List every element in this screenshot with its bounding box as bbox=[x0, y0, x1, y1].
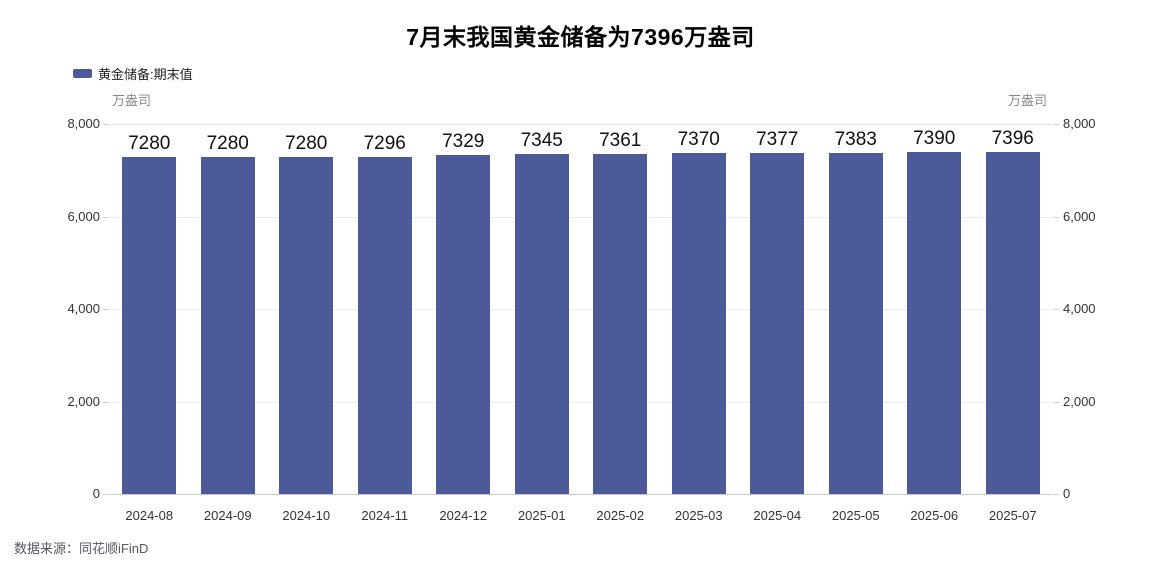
x-axis-label-2024-12: 2024-12 bbox=[439, 508, 488, 523]
y-axis-label-right-8000: 8,000 bbox=[1063, 116, 1096, 131]
bar-2025-03 bbox=[671, 153, 726, 494]
legend-label: 黄金储备:期末值 bbox=[98, 67, 193, 82]
bar-2024-08 bbox=[122, 157, 177, 494]
bar-value-label-2025-04: 7377 bbox=[756, 128, 799, 150]
bar-value-label-2025-05: 7383 bbox=[834, 128, 877, 150]
plot-area: 7280 2024-08 7280 2024-09 7280 2024-10 7296 202… bbox=[110, 124, 1052, 523]
bar-value-label-2025-02: 7361 bbox=[599, 129, 642, 151]
tick-left-8000 bbox=[103, 124, 109, 125]
bar-value-label-2024-08: 7280 bbox=[128, 133, 171, 155]
x-axis-label-2025-04: 2025-04 bbox=[753, 508, 802, 523]
y-axis-label-left-6000: 6,000 bbox=[67, 208, 100, 224]
y-axis-unit-right: 万盎司 bbox=[1008, 93, 1048, 108]
bar-value-label-2024-11: 7296 bbox=[363, 132, 406, 154]
legend-item-gold-reserves[interactable]: 黄金储备:期末值 bbox=[73, 64, 193, 83]
y-axis-label-right-6000: 6,000 bbox=[1063, 208, 1096, 224]
bar-value-label-2024-10: 7280 bbox=[285, 133, 328, 155]
bar-2024-11 bbox=[357, 156, 412, 494]
gridline-4000 bbox=[110, 309, 1052, 310]
x-axis-label-2024-10: 2024-10 bbox=[282, 508, 331, 523]
x-axis-label-2025-06: 2025-06 bbox=[910, 508, 959, 523]
x-axis-line bbox=[110, 494, 1052, 495]
y-axis-unit-left: 万盎司 bbox=[112, 93, 152, 108]
bar-2025-02 bbox=[593, 153, 648, 494]
tick-left-6000 bbox=[103, 216, 109, 218]
x-axis-label-2025-02: 2025-02 bbox=[596, 508, 645, 523]
bar-2025-04 bbox=[750, 152, 805, 494]
x-axis-label-2025-07: 2025-07 bbox=[988, 508, 1037, 523]
y-axis-label-left-4000: 4,000 bbox=[67, 301, 100, 316]
bar-2024-12 bbox=[436, 155, 491, 494]
x-axis-label-2025-03: 2025-03 bbox=[674, 508, 723, 523]
bar-2025-05 bbox=[828, 152, 883, 494]
bar-value-label-2025-06: 7390 bbox=[913, 128, 956, 150]
y-axis-label-left-0: 0 bbox=[92, 486, 100, 501]
legend-swatch-icon bbox=[73, 69, 92, 78]
tick-left-0 bbox=[103, 494, 109, 495]
tick-right-6000 bbox=[1053, 216, 1059, 218]
gridline-2000 bbox=[110, 401, 1052, 403]
tick-left-4000 bbox=[103, 309, 109, 310]
bar-2024-09 bbox=[200, 157, 255, 494]
gridline-8000 bbox=[110, 124, 1052, 125]
chart-title: 7月末我国黄金储备为7396万盎司 bbox=[406, 24, 755, 50]
bar-2025-07 bbox=[985, 151, 1040, 494]
data-source: 数据来源：同花顺iFinD bbox=[14, 541, 149, 556]
y-axis-label-left-8000: 8,000 bbox=[67, 116, 100, 131]
y-axis-label-right-2000: 2,000 bbox=[1063, 393, 1096, 409]
bar-2024-10 bbox=[279, 157, 334, 494]
bar-value-label-2025-07: 7396 bbox=[991, 127, 1034, 149]
bar-2025-01 bbox=[514, 154, 569, 494]
gridline-6000 bbox=[110, 216, 1052, 218]
y-axis-label-right-0: 0 bbox=[1063, 486, 1071, 501]
y-axis-label-left-2000: 2,000 bbox=[67, 393, 100, 409]
tick-right-8000 bbox=[1053, 124, 1059, 125]
x-axis-label-2024-09: 2024-09 bbox=[203, 508, 252, 523]
x-axis-label-2024-11: 2024-11 bbox=[361, 508, 409, 523]
bar-value-label-2024-12: 7329 bbox=[442, 131, 485, 153]
tick-right-0 bbox=[1053, 494, 1059, 495]
tick-right-2000 bbox=[1053, 401, 1059, 403]
bar-value-label-2025-01: 7345 bbox=[520, 130, 563, 152]
y-axis-label-right-4000: 4,000 bbox=[1063, 301, 1096, 316]
bar-value-label-2025-03: 7370 bbox=[677, 129, 720, 151]
x-axis-label-2025-05: 2025-05 bbox=[831, 508, 880, 523]
x-axis-label-2024-08: 2024-08 bbox=[125, 508, 174, 523]
bar-2025-06 bbox=[907, 152, 962, 494]
tick-left-2000 bbox=[103, 401, 109, 403]
bar-value-label-2024-09: 7280 bbox=[206, 133, 249, 155]
x-axis-label-2025-01: 2025-01 bbox=[517, 508, 566, 523]
tick-right-4000 bbox=[1053, 309, 1059, 310]
